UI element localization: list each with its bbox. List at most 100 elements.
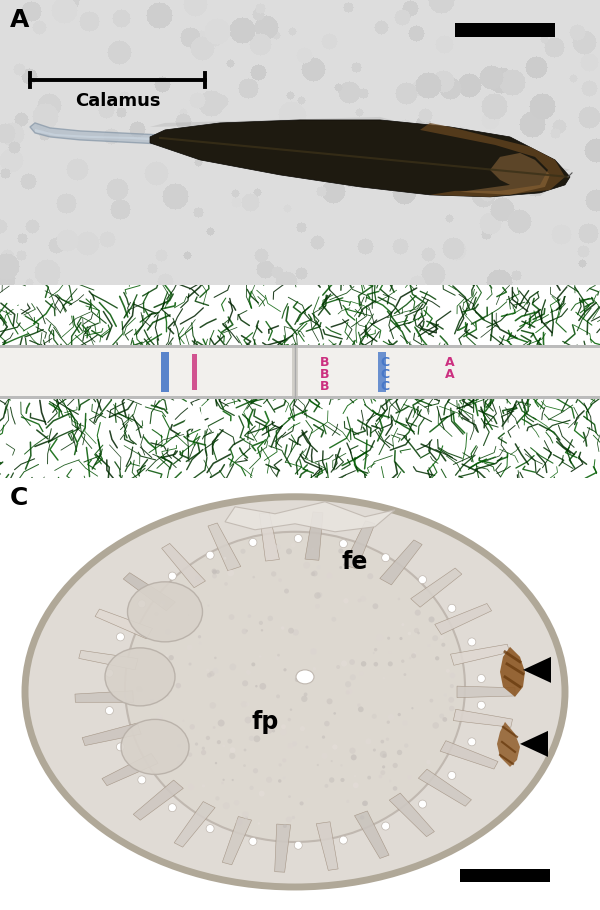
Circle shape [195, 575, 200, 581]
Circle shape [188, 662, 191, 665]
Circle shape [312, 571, 317, 576]
Circle shape [188, 784, 194, 790]
Circle shape [299, 802, 304, 805]
Circle shape [276, 694, 280, 698]
Circle shape [232, 779, 234, 781]
Circle shape [245, 716, 251, 723]
Circle shape [187, 644, 193, 651]
Polygon shape [208, 523, 241, 571]
Circle shape [215, 762, 217, 764]
Circle shape [340, 778, 344, 782]
Circle shape [138, 653, 141, 657]
Circle shape [149, 698, 155, 704]
Circle shape [331, 617, 336, 622]
Circle shape [303, 561, 310, 569]
Circle shape [243, 764, 246, 767]
Circle shape [411, 653, 416, 658]
Circle shape [160, 603, 163, 606]
Circle shape [433, 723, 439, 729]
Circle shape [442, 642, 445, 647]
Circle shape [153, 723, 158, 728]
Circle shape [278, 779, 281, 783]
Polygon shape [259, 512, 280, 561]
Circle shape [311, 571, 315, 576]
Circle shape [430, 699, 433, 703]
Circle shape [290, 709, 292, 711]
Circle shape [432, 635, 438, 642]
Circle shape [242, 681, 248, 686]
Circle shape [284, 589, 289, 593]
Circle shape [251, 662, 256, 666]
Polygon shape [418, 769, 472, 806]
Circle shape [293, 629, 299, 635]
Circle shape [179, 605, 182, 609]
Circle shape [229, 753, 235, 759]
Circle shape [275, 545, 280, 550]
Circle shape [198, 635, 201, 638]
Circle shape [373, 603, 379, 609]
Circle shape [386, 737, 389, 741]
Circle shape [283, 824, 287, 828]
Circle shape [223, 779, 225, 781]
Text: C: C [10, 486, 28, 510]
Circle shape [367, 573, 373, 580]
Circle shape [287, 743, 293, 749]
Circle shape [346, 800, 349, 803]
Polygon shape [75, 691, 133, 703]
Circle shape [190, 724, 195, 730]
Circle shape [338, 549, 343, 553]
Circle shape [350, 674, 356, 681]
Polygon shape [150, 116, 570, 173]
Circle shape [450, 684, 454, 688]
Polygon shape [411, 568, 462, 607]
Circle shape [367, 775, 371, 780]
Circle shape [388, 714, 394, 720]
Polygon shape [95, 609, 152, 639]
Polygon shape [79, 651, 138, 670]
Circle shape [380, 770, 385, 775]
Circle shape [154, 612, 158, 616]
Polygon shape [520, 731, 548, 757]
Circle shape [332, 744, 338, 750]
Circle shape [382, 753, 387, 758]
Circle shape [329, 777, 334, 783]
Circle shape [374, 648, 377, 652]
Circle shape [140, 689, 143, 693]
Bar [0, 345, 600, 348]
Circle shape [169, 804, 176, 812]
Circle shape [361, 661, 367, 666]
Circle shape [244, 749, 247, 752]
Circle shape [317, 763, 319, 766]
Circle shape [373, 652, 375, 654]
Circle shape [398, 713, 401, 716]
Circle shape [268, 554, 272, 559]
Polygon shape [451, 644, 509, 665]
Circle shape [288, 628, 294, 633]
Circle shape [106, 706, 113, 714]
Circle shape [164, 663, 170, 668]
Circle shape [286, 549, 292, 554]
Circle shape [317, 592, 322, 598]
Polygon shape [389, 794, 434, 836]
Circle shape [305, 745, 308, 749]
Circle shape [415, 610, 421, 616]
Circle shape [313, 667, 316, 671]
Polygon shape [316, 822, 338, 870]
Text: A: A [445, 368, 455, 380]
Circle shape [218, 720, 224, 726]
Circle shape [409, 657, 411, 659]
Circle shape [167, 758, 169, 760]
Circle shape [159, 717, 163, 721]
Circle shape [296, 676, 303, 682]
Polygon shape [82, 723, 141, 745]
Circle shape [426, 760, 431, 764]
Circle shape [314, 592, 321, 599]
Polygon shape [275, 824, 290, 872]
Circle shape [403, 673, 406, 676]
Circle shape [227, 739, 232, 743]
Circle shape [212, 573, 217, 579]
Bar [292, 348, 298, 396]
Circle shape [351, 754, 356, 761]
Circle shape [255, 685, 257, 687]
Circle shape [389, 780, 391, 782]
